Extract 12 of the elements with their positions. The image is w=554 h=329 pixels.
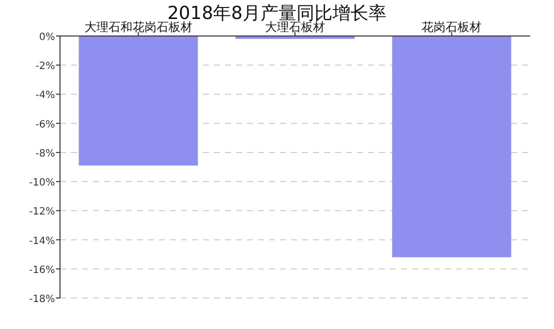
y-tick-label: -12%	[29, 206, 55, 218]
y-tick-label: -14%	[29, 236, 55, 247]
y-tick-label: -4%	[36, 90, 55, 102]
x-tick-label: 花岗石板材	[422, 20, 482, 34]
y-tick-label: -10%	[29, 178, 55, 189]
y-tick-label: -16%	[29, 264, 55, 276]
y-tick-label: -2%	[36, 61, 55, 72]
y-tick-label: -6%	[36, 119, 55, 130]
y-tick-label: -18%	[29, 294, 55, 305]
y-tick-label: -8%	[36, 148, 55, 160]
y-tick-label: 0%	[39, 32, 55, 43]
x-tick-label: 大理石板材	[265, 20, 325, 34]
